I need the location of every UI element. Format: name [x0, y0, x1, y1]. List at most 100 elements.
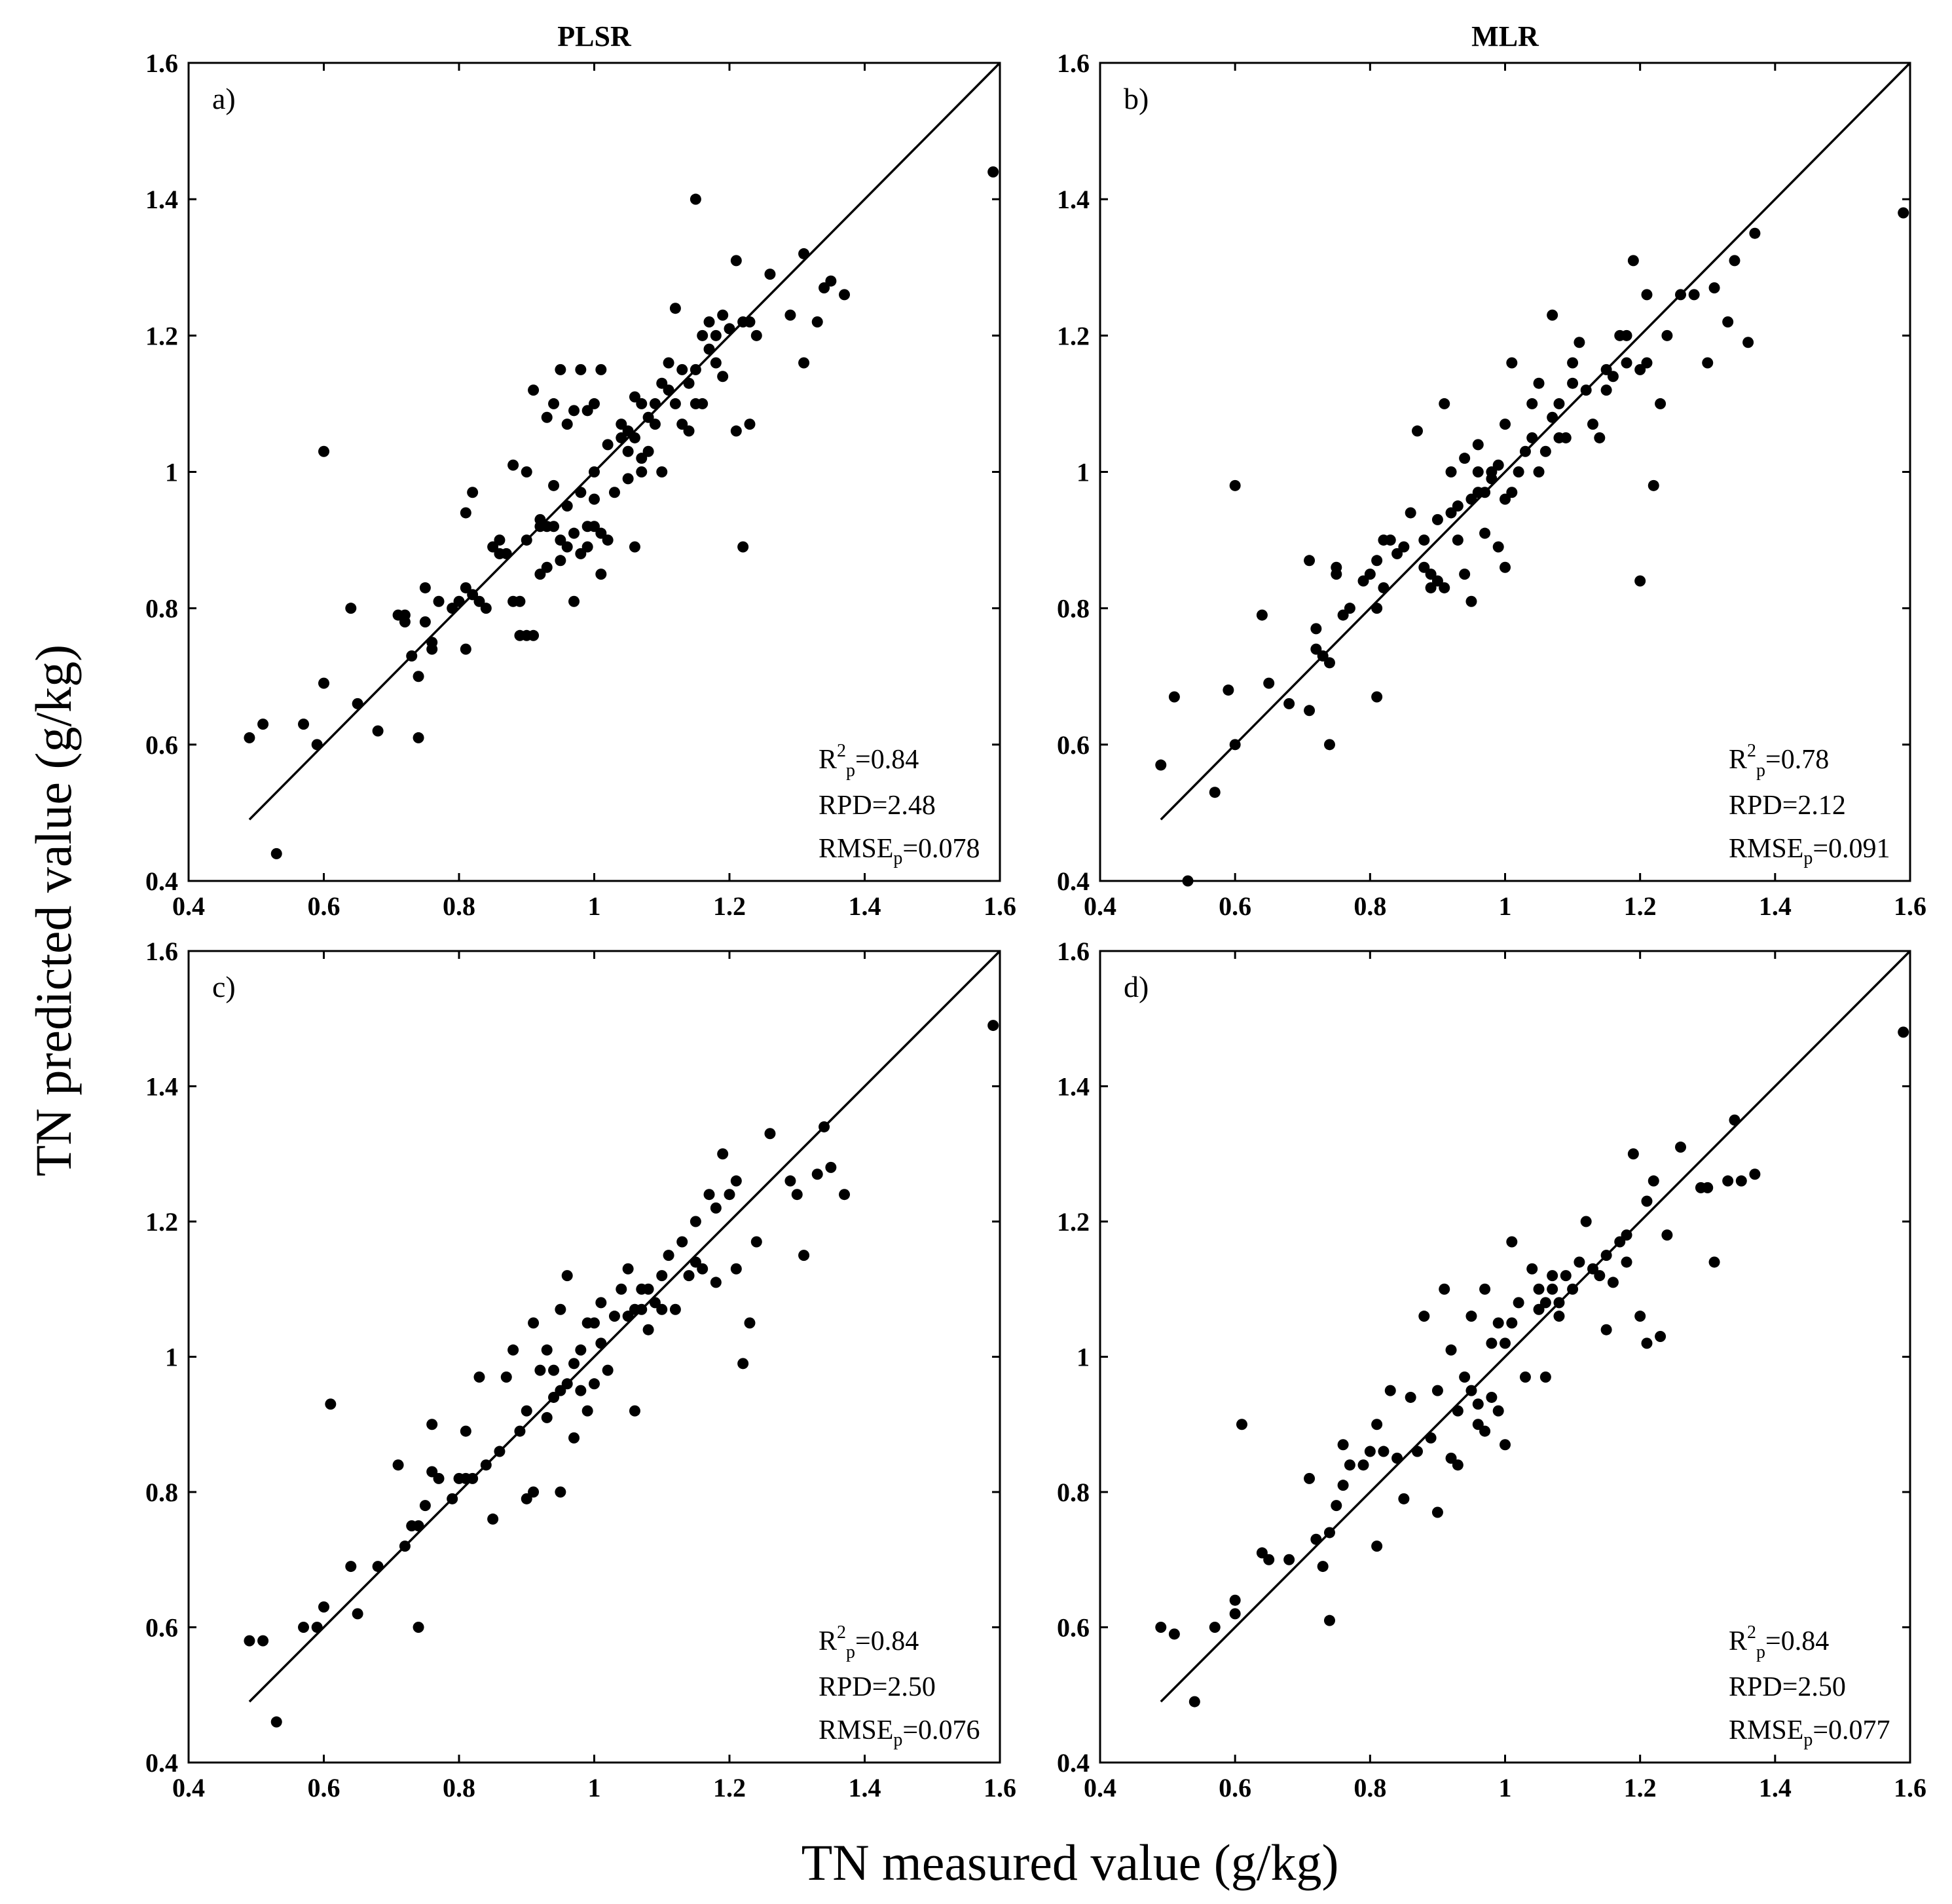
data-point: [737, 1358, 749, 1370]
data-point: [467, 487, 479, 498]
data-point: [548, 479, 560, 491]
data-point: [1513, 1297, 1524, 1309]
data-point: [608, 487, 620, 498]
data-point: [1486, 1337, 1498, 1349]
x-tick-label: 1: [588, 891, 601, 921]
data-point: [1661, 329, 1673, 341]
data-point: [750, 1236, 762, 1248]
data-point: [1621, 357, 1632, 369]
data-point: [1323, 1527, 1335, 1539]
data-point: [1155, 759, 1167, 771]
data-point: [1500, 419, 1511, 430]
x-tick-label: 1: [588, 1773, 601, 1802]
data-point: [1594, 432, 1606, 443]
data-point: [690, 1216, 701, 1227]
y-tick-label: 0.4: [145, 1748, 178, 1778]
y-tick-label: 0.6: [145, 730, 178, 760]
one-to-one-line: [248, 950, 1001, 1703]
x-tick-label: 1: [1499, 1773, 1512, 1802]
data-point: [710, 357, 722, 369]
data-point: [676, 419, 688, 430]
data-point: [1168, 691, 1180, 703]
data-point: [1472, 439, 1484, 451]
rmse-annotation: RMSEp=0.076: [819, 1715, 980, 1750]
data-point: [521, 534, 532, 546]
y-tick-label: 1: [1077, 458, 1090, 487]
data-point: [642, 1324, 654, 1335]
data-point: [399, 609, 411, 621]
y-tick-label: 1.2: [1057, 321, 1090, 350]
data-point: [697, 1263, 709, 1275]
data-point: [1688, 289, 1700, 301]
data-point: [1526, 432, 1538, 443]
data-point: [1506, 487, 1518, 498]
data-point: [1729, 255, 1740, 267]
y-tick-label: 0.4: [145, 867, 178, 896]
data-point: [541, 411, 553, 423]
data-point: [595, 527, 607, 539]
data-point: [460, 1425, 471, 1437]
data-point: [1256, 609, 1268, 621]
data-point: [730, 1263, 742, 1275]
data-point: [730, 425, 742, 437]
y-axis-label: TN predicted value (g/kg): [25, 644, 82, 1176]
data-point: [548, 1364, 560, 1376]
data-point: [447, 1493, 458, 1504]
data-point: [541, 1344, 553, 1356]
data-point: [1560, 1270, 1572, 1282]
data-point: [1418, 534, 1430, 546]
y-tick-label: 1.4: [1057, 185, 1090, 214]
data-point: [629, 1405, 640, 1417]
data-point: [467, 1472, 479, 1484]
x-tick-label: 0.6: [1219, 891, 1251, 921]
data-point: [581, 405, 593, 417]
data-point: [1459, 453, 1471, 464]
x-tick-label: 0.6: [1219, 1773, 1251, 1802]
data-point: [589, 493, 600, 505]
data-point: [589, 466, 600, 477]
data-point: [1323, 1615, 1335, 1626]
data-point: [663, 357, 674, 369]
data-point: [589, 1317, 600, 1329]
data-point: [568, 1358, 580, 1370]
data-point: [1722, 316, 1734, 328]
data-point: [413, 671, 424, 682]
data-point: [1526, 398, 1538, 409]
y-tick-label: 0.6: [145, 1613, 178, 1643]
data-point: [1519, 1371, 1531, 1383]
x-tick-label: 1.6: [984, 891, 1016, 921]
data-point: [399, 1540, 411, 1552]
data-point: [548, 398, 560, 409]
data-point: [730, 1175, 742, 1187]
data-point: [372, 725, 384, 737]
data-point: [683, 377, 695, 389]
data-point: [1405, 507, 1416, 519]
data-point: [1500, 493, 1511, 505]
data-point: [616, 419, 627, 430]
data-point: [426, 637, 438, 648]
data-point: [1655, 398, 1667, 409]
data-point: [494, 1446, 506, 1457]
data-point: [784, 1175, 796, 1187]
data-point: [1492, 1317, 1504, 1329]
x-tick-label: 1: [1499, 891, 1512, 921]
r2-annotation: R2p=0.84: [819, 741, 919, 781]
data-point: [764, 1128, 776, 1140]
data-point: [1600, 1250, 1612, 1261]
data-point: [528, 1317, 540, 1329]
data-point: [528, 384, 540, 396]
data-point: [636, 466, 648, 477]
data-point: [1357, 1459, 1369, 1471]
data-point: [1648, 479, 1659, 491]
rpd-annotation: RPD=2.48: [819, 791, 936, 821]
panel-title: MLR: [1471, 20, 1539, 52]
x-tick-label: 1.4: [1759, 1773, 1792, 1802]
data-point: [1479, 1425, 1491, 1437]
data-point: [244, 732, 255, 743]
data-point: [419, 616, 431, 627]
data-point: [494, 534, 506, 546]
data-point: [649, 398, 661, 409]
data-point: [1431, 513, 1443, 525]
data-point: [1587, 1263, 1599, 1275]
data-point: [1539, 1297, 1551, 1309]
